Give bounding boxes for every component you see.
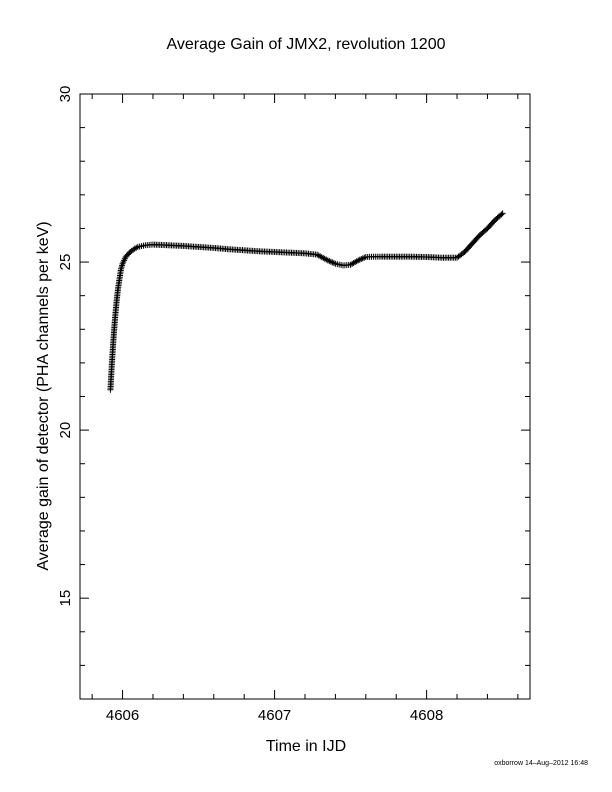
data-points (107, 210, 506, 393)
y-axis-ticks: 15 20 25 30 (57, 86, 530, 666)
x-axis-ticks: 4606 4607 4608 (91, 94, 519, 724)
chart-title: Average Gain of JMX2, revolution 1200 (166, 36, 446, 53)
y-tick-label: 25 (57, 254, 74, 271)
data-point (499, 210, 506, 217)
y-tick-label: 30 (57, 86, 74, 103)
x-tick-label: 4608 (410, 707, 443, 724)
x-tick-label: 4606 (106, 707, 139, 724)
y-axis-label: Average gain of detector (PHA channels p… (35, 221, 52, 571)
data-point (498, 211, 505, 218)
x-axis-label: Time in IJD (265, 738, 347, 755)
plot-frame (79, 93, 531, 700)
credit-stamp: oxborrow 14–Aug–2012 16:48 (494, 760, 588, 767)
x-tick-label: 4607 (258, 707, 291, 724)
y-tick-label: 15 (57, 590, 74, 607)
y-tick-label: 20 (57, 422, 74, 439)
